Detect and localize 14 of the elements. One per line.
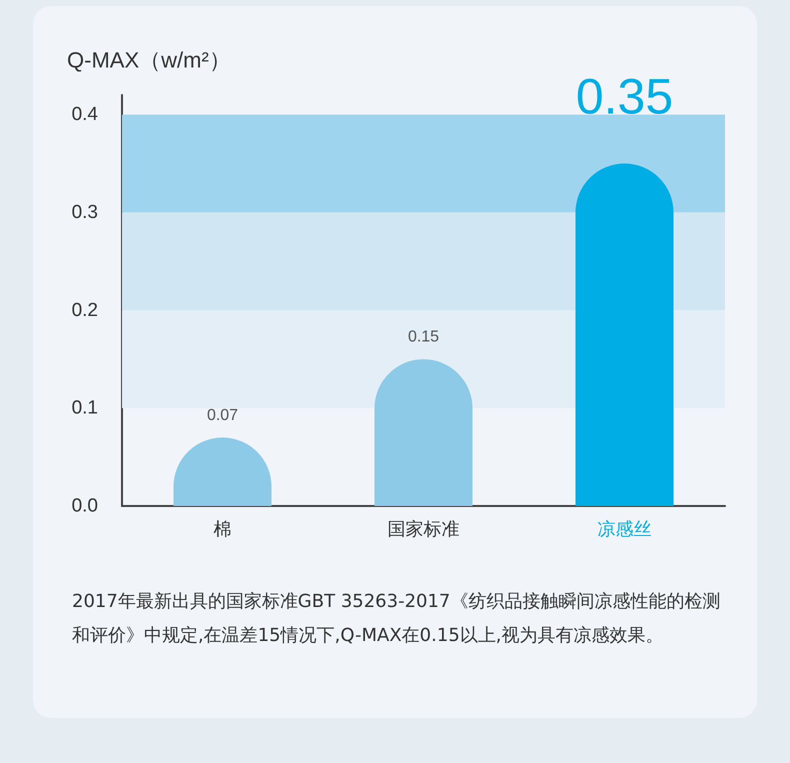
data-label: 0.15 <box>408 328 440 346</box>
data-label: 0.35 <box>576 68 674 124</box>
y-tick-label: 0.0 <box>72 496 98 516</box>
y-tick-label: 0.1 <box>72 398 98 419</box>
text: 2017年最新出具的国家标准GBT 35263-2017《纺织品接触瞬间凉感性能的检测和评价》中规定,在温差15情况下,Q-MAX在0.15以上,视为具有凉感效果。 <box>72 590 722 648</box>
x-tick-label: 棉 <box>214 519 232 539</box>
y-tick-label: 0.2 <box>72 300 98 321</box>
y-axis-title: Q-MAX（w/m²） <box>67 48 231 72</box>
data-label: 0.07 <box>206 407 238 424</box>
y-tick-label: 0.4 <box>72 104 98 126</box>
x-tick-label: 凉感丝 <box>598 519 652 539</box>
y-tick-label: 0.3 <box>72 202 98 223</box>
bar <box>576 164 674 506</box>
x-tick-label: 国家标准 <box>388 519 460 539</box>
